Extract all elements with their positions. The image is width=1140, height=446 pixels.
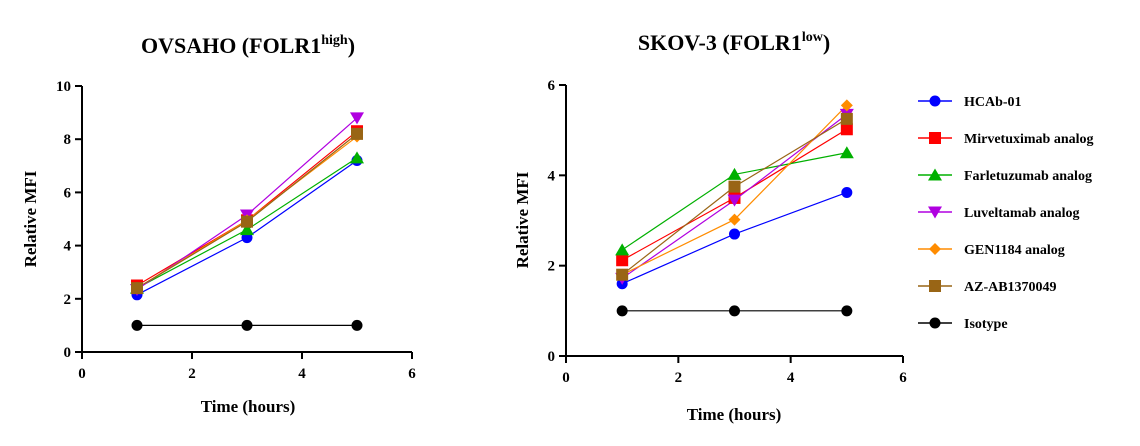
legend-item: GEN1184 analog — [918, 243, 1065, 258]
chart-2-y-tick-label: 0 — [548, 349, 556, 365]
chart-1-y-tick-label: 2 — [64, 292, 72, 308]
chart-1-x-tick-label: 4 — [298, 366, 306, 382]
legend-label: HCAb-01 — [964, 95, 1022, 110]
chart-2-plot-area: 0 2 4 6 0 2 4 6 — [548, 78, 908, 386]
chart-1-data-point — [350, 151, 364, 164]
chart-2-data-point — [839, 146, 854, 159]
legend-marker — [929, 132, 941, 144]
chart-2-data-point — [727, 194, 742, 207]
chart-1-y-tick-label: 0 — [64, 345, 72, 361]
chart-2-data-point — [727, 167, 742, 180]
legend-marker — [928, 168, 942, 181]
chart-2-x-tick-label: 2 — [675, 370, 683, 386]
chart-2-data-point — [729, 228, 740, 240]
chart-2-x-tick-label: 0 — [562, 370, 570, 386]
legend-marker — [929, 95, 941, 107]
chart-1-data-point — [350, 112, 364, 125]
chart-skov3: SKOV-3 (FOLR1low) Time (hours) Relative … — [513, 30, 907, 424]
chart-1-data-point — [241, 215, 253, 228]
legend-label: Luveltamab analog — [964, 206, 1080, 221]
legend-label: AZ-AB1370049 — [964, 280, 1057, 295]
chart-2-data-point — [841, 186, 853, 198]
chart-1-y-tick-label: 6 — [64, 185, 72, 201]
chart-2-data-point — [728, 180, 741, 193]
chart-2-x-tick-label: 6 — [899, 370, 907, 386]
legend-label: Farletuzumab analog — [964, 169, 1092, 184]
chart-ovsaho: OVSAHO (FOLR1high) Time (hours) Relative… — [21, 33, 416, 416]
chart-2-y-tick-label: 6 — [548, 78, 556, 94]
chart-2-data-point — [616, 305, 628, 317]
legend-label: Mirvetuximab analog — [964, 132, 1094, 147]
chart-1-series-line-luveltamab-analog — [136, 117, 358, 290]
chart-2-data-point — [729, 305, 740, 317]
chart-2-data-point — [616, 268, 629, 281]
legend-marker — [929, 317, 941, 329]
chart-1-data-point — [131, 319, 143, 331]
chart-2-y-tick-label: 2 — [548, 259, 556, 275]
legend-marker — [929, 243, 941, 255]
chart-1-data-point — [131, 282, 143, 295]
chart-2-data-point — [840, 123, 853, 136]
chart-1-x-axis-label: Time (hours) — [201, 397, 296, 416]
legend: HCAb-01 Mirvetuximab analog Farletuzumab a… — [918, 95, 1094, 332]
chart-2-y-tick-label: 4 — [548, 168, 556, 184]
chart-2-title: SKOV-3 (FOLR1low) — [638, 30, 830, 55]
chart-1-data-point — [351, 319, 363, 331]
chart-2-data-point — [615, 243, 630, 256]
chart-1-series-line-mirvetuximab-analog — [136, 130, 358, 287]
legend-item: HCAb-01 — [918, 95, 1022, 110]
legend-label: Isotype — [964, 317, 1008, 332]
chart-1-data-point — [240, 223, 254, 236]
chart-2-data-point — [840, 112, 853, 125]
chart-1-y-tick-label: 8 — [64, 132, 72, 148]
legend-item: Isotype — [918, 317, 1008, 332]
chart-2-y-axis-label: Relative MFI — [513, 171, 532, 268]
chart-1-y-tick-label: 4 — [64, 239, 72, 255]
chart-2-x-tick-label: 4 — [787, 370, 795, 386]
legend-marker — [929, 280, 941, 292]
chart-1-data-point — [241, 319, 253, 331]
legend-item: Mirvetuximab analog — [918, 132, 1094, 147]
legend-label: GEN1184 analog — [964, 243, 1065, 258]
legend-item: Luveltamab analog — [918, 206, 1080, 221]
chart-1-y-tick-label: 10 — [56, 79, 71, 95]
legend-item: Farletuzumab analog — [918, 168, 1092, 184]
chart-1-plot-area: 0 2 4 6 8 10 0 2 4 6 — [56, 79, 416, 382]
chart-1-x-tick-label: 6 — [408, 366, 416, 382]
legend-marker — [928, 206, 942, 219]
chart-1-data-point — [351, 127, 363, 140]
chart-2-data-point — [840, 99, 853, 112]
legend-item: AZ-AB1370049 — [918, 280, 1057, 295]
chart-2-data-point — [841, 305, 853, 317]
chart-2-data-point — [728, 213, 741, 226]
chart-1-y-axis-label: Relative MFI — [21, 170, 40, 267]
chart-1-x-tick-label: 0 — [78, 366, 86, 382]
chart-1-x-tick-label: 2 — [188, 366, 196, 382]
chart-2-x-axis-label: Time (hours) — [687, 405, 782, 424]
chart-2-data-point — [616, 254, 629, 267]
chart-1-title: OVSAHO (FOLR1high) — [141, 33, 355, 58]
